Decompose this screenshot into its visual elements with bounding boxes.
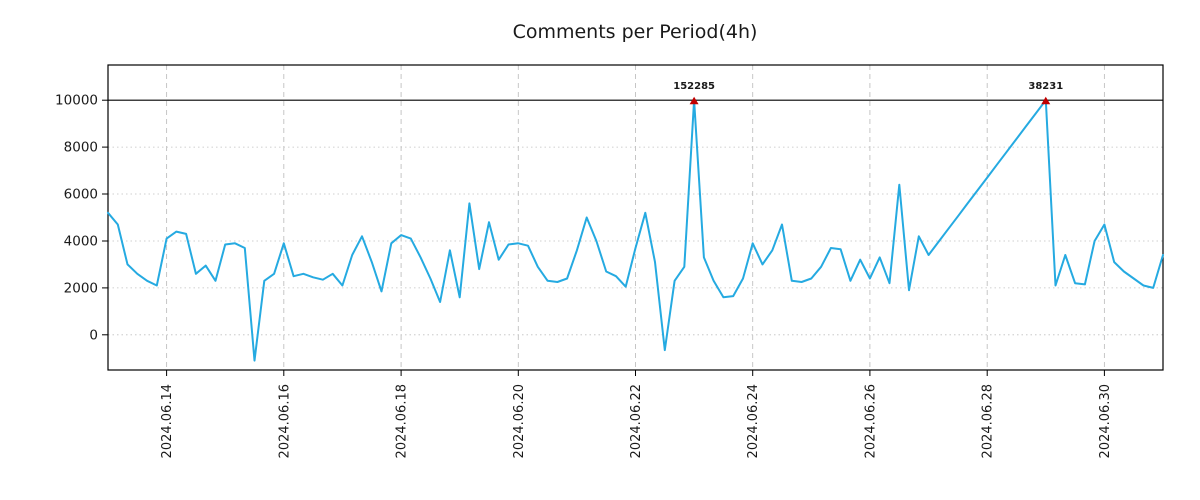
x-tick-label: 2024.06.26 (863, 384, 878, 458)
peak-marker-icon (689, 96, 699, 105)
plot-area: 2024.06.14 2024.06.16 2024.06.18 2024.06.20… (55, 64, 1164, 458)
x-tick-label: 2024.06.20 (512, 384, 527, 458)
y-tick-label: 6000 (64, 187, 98, 203)
x-tick-label: 2024.06.14 (160, 384, 175, 458)
x-tick-label: 2024.06.16 (277, 384, 292, 458)
x-tick-label: 2024.06.30 (1098, 384, 1113, 458)
peak-annotation: 38231 (1028, 81, 1063, 92)
peak-annotation: 152285 (673, 81, 715, 92)
y-tick-label: 4000 (64, 234, 98, 250)
chart-title: Comments per Period(4h) (513, 21, 758, 43)
peak-marker-icon (1041, 96, 1051, 105)
y-tick-label: 2000 (64, 280, 98, 296)
series-line (107, 99, 1164, 362)
x-tick-label: 2024.06.28 (981, 384, 996, 458)
plot-border (107, 64, 1164, 371)
y-tick-label: 0 (89, 327, 98, 343)
y-tick-label: 8000 (64, 140, 98, 156)
x-tick-label: 2024.06.22 (629, 384, 644, 458)
x-tick-label: 2024.06.18 (395, 384, 410, 458)
x-tick-label: 2024.06.24 (746, 384, 761, 458)
y-tick-label: 10000 (55, 93, 98, 109)
